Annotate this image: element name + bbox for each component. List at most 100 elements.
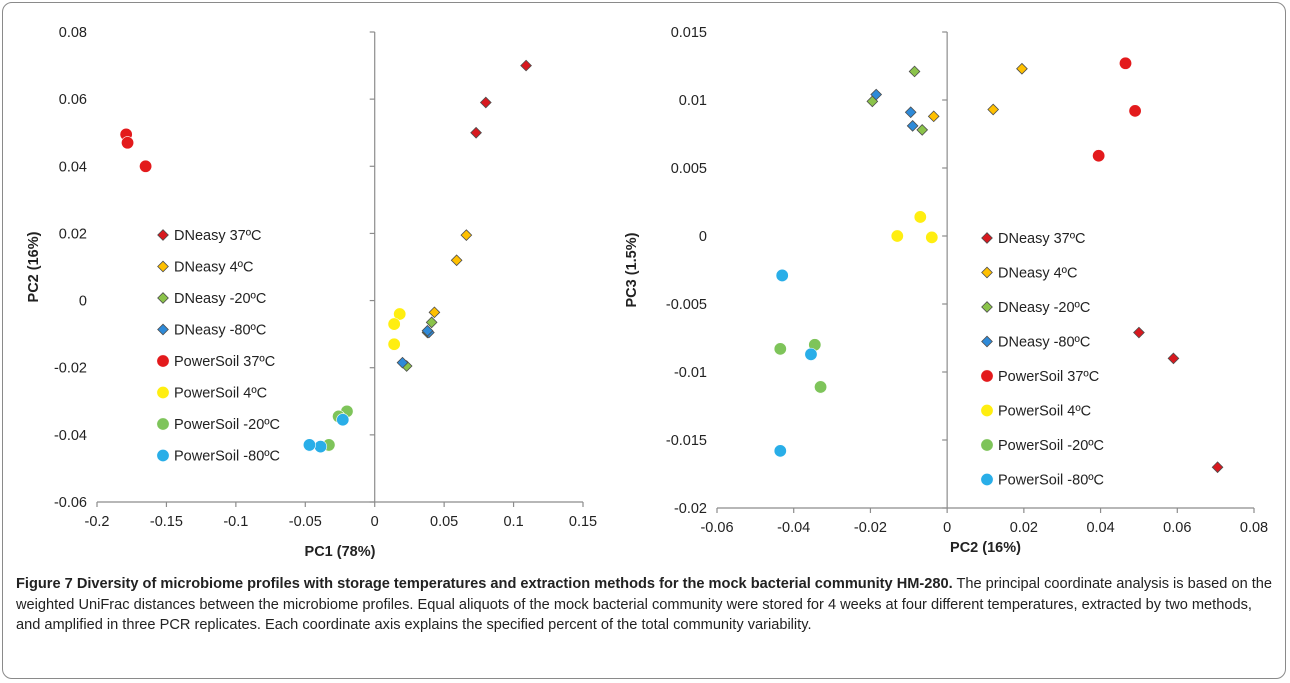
x-tick-label: 0 [943,520,951,536]
data-point [1119,56,1133,70]
x-tick-label: 0.1 [503,514,523,530]
data-point [314,440,328,454]
data-point [121,136,135,150]
data-point [814,380,828,394]
caption-title: Diversity of microbiome profiles with st… [76,576,953,592]
data-point [450,254,463,267]
data-point [1128,104,1142,118]
x-tick-label: -0.15 [150,514,183,530]
legend-label: DNeasy -20ºC [998,300,1090,316]
legend-marker [981,301,993,313]
data-point [479,96,492,109]
x-tick-label: -0.1 [223,514,248,530]
series-dneasy-37-c [1133,326,1224,474]
data-point [870,88,883,101]
y-tick-label: -0.01 [674,365,707,381]
data-point [925,230,939,244]
x-tick-label: -0.02 [854,520,887,536]
legend-label: DNeasy 4ºC [998,266,1077,282]
legend-label: PowerSoil -80ºC [998,473,1104,489]
data-point [1167,352,1180,365]
y-tick-label: 0.02 [59,226,87,242]
data-point [804,347,818,361]
series-powersoil-20-c [773,338,828,394]
legend-marker [156,385,170,399]
data-point [460,229,473,241]
y-tick-label: -0.02 [54,361,87,377]
data-point [520,59,532,72]
series-dneasy-20-c [866,65,929,136]
legend-marker [981,335,993,348]
x-tick-label: 0.05 [430,514,458,530]
legend-label: DNeasy 4ºC [174,260,253,276]
x-axis-label: PC1 (78%) [305,544,376,560]
x-tick-label: -0.05 [289,514,322,530]
chart-pc1-pc2: -0.06 -0.04 -0.02 0 0.02 0.04 0.06 0.08 -0.2 -0.1… [26,25,597,560]
legend-label: PowerSoil -20ºC [174,417,280,433]
y-axis-label: PC2 (16%) [26,231,42,302]
series-powersoil-80-c [302,413,350,454]
series-powersoil-20-c [322,404,354,452]
data-point [987,103,1000,116]
caption-figure-label: Figure 7 [16,576,73,592]
legend-label: PowerSoil 37ºC [174,354,275,370]
data-point [336,413,350,427]
data-point [773,444,787,458]
data-point [908,65,921,78]
data-point [302,438,316,452]
data-point [421,324,434,337]
series-powersoil-37-c [119,127,153,173]
x-axis-label: PC2 (16%) [950,540,1021,556]
data-point [1092,149,1106,163]
chart-pc2-pc3: -0.02 -0.015 -0.01 -0.005 0 0.005 0.01 0.015 -0.… [624,25,1268,556]
legend-label: DNeasy 37ºC [998,231,1086,247]
series-powersoil-37-c [1092,56,1142,163]
series-dneasy-37-c [470,59,532,139]
legend-label: DNeasy -80ºC [998,335,1090,351]
y-tick-label: 0.005 [671,161,707,177]
data-point [775,268,789,282]
data-point [916,124,929,136]
figure-caption: Figure 7 Diversity of microbiome profile… [16,574,1278,636]
legend-marker [980,403,994,417]
data-point [773,342,787,356]
data-point [890,229,904,243]
legend-label: DNeasy 37ºC [174,228,262,244]
x-tick-label: 0 [371,514,379,530]
y-tick-label: 0.015 [671,25,707,41]
data-point [904,106,917,119]
y-tick-label: -0.04 [54,428,87,444]
y-tick-label: -0.02 [674,501,707,517]
y-tick-label: 0.08 [59,25,87,41]
legend-label: PowerSoil 37ºC [998,369,1099,385]
legend-marker [156,448,170,462]
y-tick-label: 0.04 [59,159,87,175]
series-dneasy-80-c [870,88,919,132]
y-tick-label: -0.005 [666,297,707,313]
data-point [906,119,919,132]
legend-label: PowerSoil 4ºC [174,386,267,402]
series-dneasy-80-c [396,324,435,369]
data-point [393,307,407,321]
series-powersoil-4-c [387,307,407,351]
y-tick-label: -0.015 [666,433,707,449]
x-tick-label: 0.02 [1010,520,1038,536]
x-tick-label: 0.15 [569,514,597,530]
x-tick-label: 0.08 [1240,520,1268,536]
legend-marker [156,417,170,431]
data-point [428,306,441,319]
x-tick-label: -0.2 [85,514,110,530]
legend-label: PowerSoil -80ºC [174,449,280,465]
legend-marker [157,292,169,304]
x-tick-label: -0.06 [700,520,733,536]
data-point [1133,326,1145,339]
x-tick-label: 0.06 [1163,520,1191,536]
legend-label: PowerSoil -20ºC [998,438,1104,454]
data-point [396,356,409,369]
data-point [387,337,401,351]
caption-body: The principal coordinate analysis is bas… [16,576,1273,633]
y-tick-label: 0.01 [679,93,707,109]
data-point [139,159,153,173]
y-axis-label: PC3 (1.5%) [624,232,640,307]
legend-label: DNeasy -20ºC [174,291,266,307]
